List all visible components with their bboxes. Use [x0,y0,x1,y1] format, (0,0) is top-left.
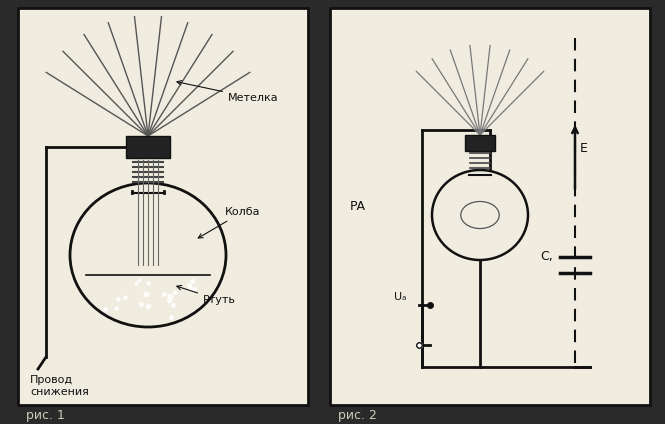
Text: рис. 2: рис. 2 [338,409,377,422]
Text: Uₐ: Uₐ [394,292,406,302]
Text: С,: С, [540,250,553,263]
Text: Провод
снижения: Провод снижения [30,375,89,396]
Bar [18,8,308,405]
Text: рис. 1: рис. 1 [26,409,65,422]
Text: РА: РА [350,200,366,213]
Bar [330,8,650,405]
Bar [465,135,495,151]
Text: Е: Е [580,142,588,155]
Text: Метелка: Метелка [177,81,279,103]
Text: Ртуть: Ртуть [177,285,236,305]
Text: Колба: Колба [198,207,260,238]
Bar [126,136,170,158]
